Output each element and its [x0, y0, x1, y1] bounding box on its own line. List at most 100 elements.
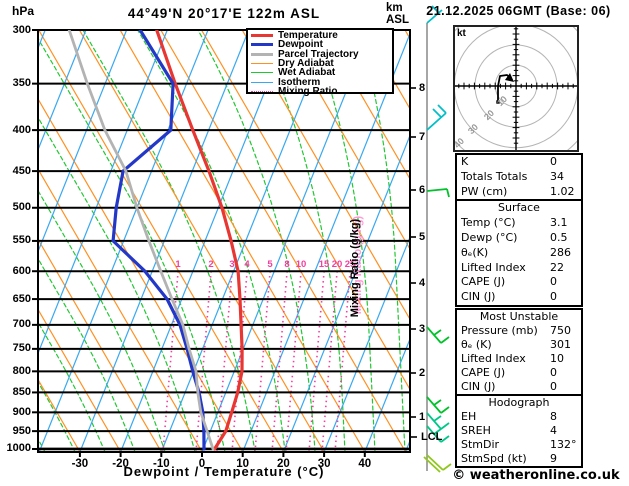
isotherm: [38, 30, 87, 152]
wind-barb: [431, 5, 440, 14]
stats-row: PW (cm) 1.02: [457, 185, 581, 200]
wind-barb: [433, 428, 442, 435]
wind-barb: [433, 329, 442, 336]
altitude-label-8: 8: [419, 81, 426, 94]
legend-label: Mixing Ratio: [278, 85, 338, 97]
temp-label-0: 0: [198, 458, 206, 470]
pressure-label-300: 300: [12, 23, 31, 36]
hodograph-trace-start-dot: [496, 100, 500, 104]
legend-line-sample: [251, 34, 273, 38]
wet-adiabat: [38, 321, 106, 452]
mixing-ratio-label-25: 25: [344, 259, 356, 270]
stats-row: StmSpd (kt) 9: [457, 452, 581, 466]
stats-top-rows: K 0 Totals Totals 34 PW (cm) 1.02: [457, 155, 581, 199]
stats-row: Lifted Index 22: [457, 261, 581, 276]
mixing-ratio-label-20: 20: [331, 259, 343, 270]
pressure-label-700: 700: [12, 318, 31, 331]
pressure-label-400: 400: [12, 123, 31, 136]
stats-row: θₑ (K) 301: [457, 338, 581, 352]
altitude-label-1: 1: [419, 410, 426, 423]
stats-label: CIN (J): [461, 380, 496, 393]
dry-adiabat: [38, 308, 122, 452]
pressure-label-650: 650: [12, 292, 31, 305]
wind-barb: [440, 435, 450, 443]
stats-row: CIN (J) 0: [457, 290, 581, 305]
mixing-ratio-line: [321, 268, 339, 452]
mixing-ratio-label-3: 3: [229, 259, 235, 270]
stats-value: 0.5: [550, 230, 568, 244]
stats-label: θₑ(K): [461, 245, 489, 259]
stats-row: θₑ(K) 286: [457, 246, 581, 261]
wind-barb: [437, 104, 447, 114]
mixing-ratio-line: [271, 268, 289, 452]
altitude-label-2: 2: [419, 366, 426, 379]
stats-value: 8: [550, 410, 557, 423]
mixing-ratio-line: [162, 268, 180, 452]
stats-label: EH: [461, 410, 477, 423]
legend-line-sample: [251, 43, 273, 47]
pressure-label-450: 450: [12, 164, 31, 177]
legend-item: Dewpoint: [251, 39, 392, 50]
stats-row: CAPE (J) 0: [457, 366, 581, 380]
mixing-ratio-axis-label: Mixing Ratio (g/kg): [349, 218, 361, 318]
stats-label: Pressure (mb): [461, 324, 538, 337]
stats-label: Lifted Index: [461, 352, 526, 365]
temp-label-30: 30: [317, 458, 331, 470]
pressure-label-1000: 1000: [6, 442, 31, 455]
stats-label: CAPE (J): [461, 275, 506, 289]
copyright-credit: © weatheronline.co.uk: [452, 468, 620, 483]
legend-label: Parcel Trajectory: [278, 48, 359, 60]
wind-barb: [440, 406, 450, 414]
wet-adiabat: [38, 257, 136, 452]
legend-label: Wet Adiabat: [278, 67, 336, 79]
stats-row: Temp (°C) 3.1: [457, 216, 581, 231]
altitude-axis-unit: km ASL: [386, 2, 409, 26]
wet-adiabat: [197, 30, 316, 452]
stats-row: Dewp (°C) 0.5: [457, 231, 581, 246]
temperature-curve: [155, 30, 244, 451]
axis-ticks: [32, 29, 417, 457]
wind-barb: [440, 336, 450, 344]
dry-adiabat: [363, 30, 410, 110]
stats-row: Pressure (mb) 750: [457, 324, 581, 338]
legend-line-sample: [251, 72, 273, 74]
dewpoint-curve: [111, 30, 206, 451]
legend-item: Dry Adiabat: [251, 58, 392, 70]
stats-label: CAPE (J): [461, 366, 506, 379]
stats-value: 750: [550, 324, 571, 337]
legend-line-sample: [251, 52, 273, 56]
wet-adiabat: [38, 116, 196, 452]
legend-label: Dry Adiabat: [278, 58, 334, 70]
stats-label: Totals Totals: [461, 169, 528, 183]
stats-label: StmDir: [461, 438, 500, 451]
stats-row: CIN (J) 0: [457, 380, 581, 394]
mixing-ratio-label-1: 1: [175, 259, 181, 270]
wind-barb: [433, 399, 442, 406]
wind-barb: [426, 454, 444, 471]
mixing-ratio-line: [231, 268, 249, 452]
pressure-label-350: 350: [12, 77, 31, 90]
hodograph-panel: [433, 3, 599, 169]
mixing-ratio-label-8: 8: [284, 259, 290, 270]
stats-label: CIN (J): [461, 290, 496, 304]
legend-line-sample: [251, 90, 273, 92]
mixing-ratio-label-4: 4: [244, 259, 250, 270]
temp-label--10: -10: [152, 458, 170, 470]
stats-value: 132°: [550, 438, 577, 451]
mixing-ratio-label-15: 15: [318, 259, 330, 270]
stats-value: 4: [550, 424, 557, 437]
parcel-trajectory-curve: [67, 30, 215, 451]
mixing-ratio-line: [254, 268, 272, 452]
temp-label--30: -30: [71, 458, 89, 470]
hodograph-unit-label: kt: [457, 28, 466, 39]
sounding-curves: [67, 30, 244, 451]
wind-barb: [440, 422, 450, 430]
stats-value: 301: [550, 338, 571, 351]
altitude-label-5: 5: [419, 230, 426, 243]
legend-label: Isotherm: [278, 76, 321, 88]
wind-barb-column: [423, 5, 452, 473]
stats-section-header: Surface: [498, 201, 540, 215]
stats-value: 286: [550, 245, 571, 259]
stats-label: StmSpd (kt): [461, 452, 527, 465]
